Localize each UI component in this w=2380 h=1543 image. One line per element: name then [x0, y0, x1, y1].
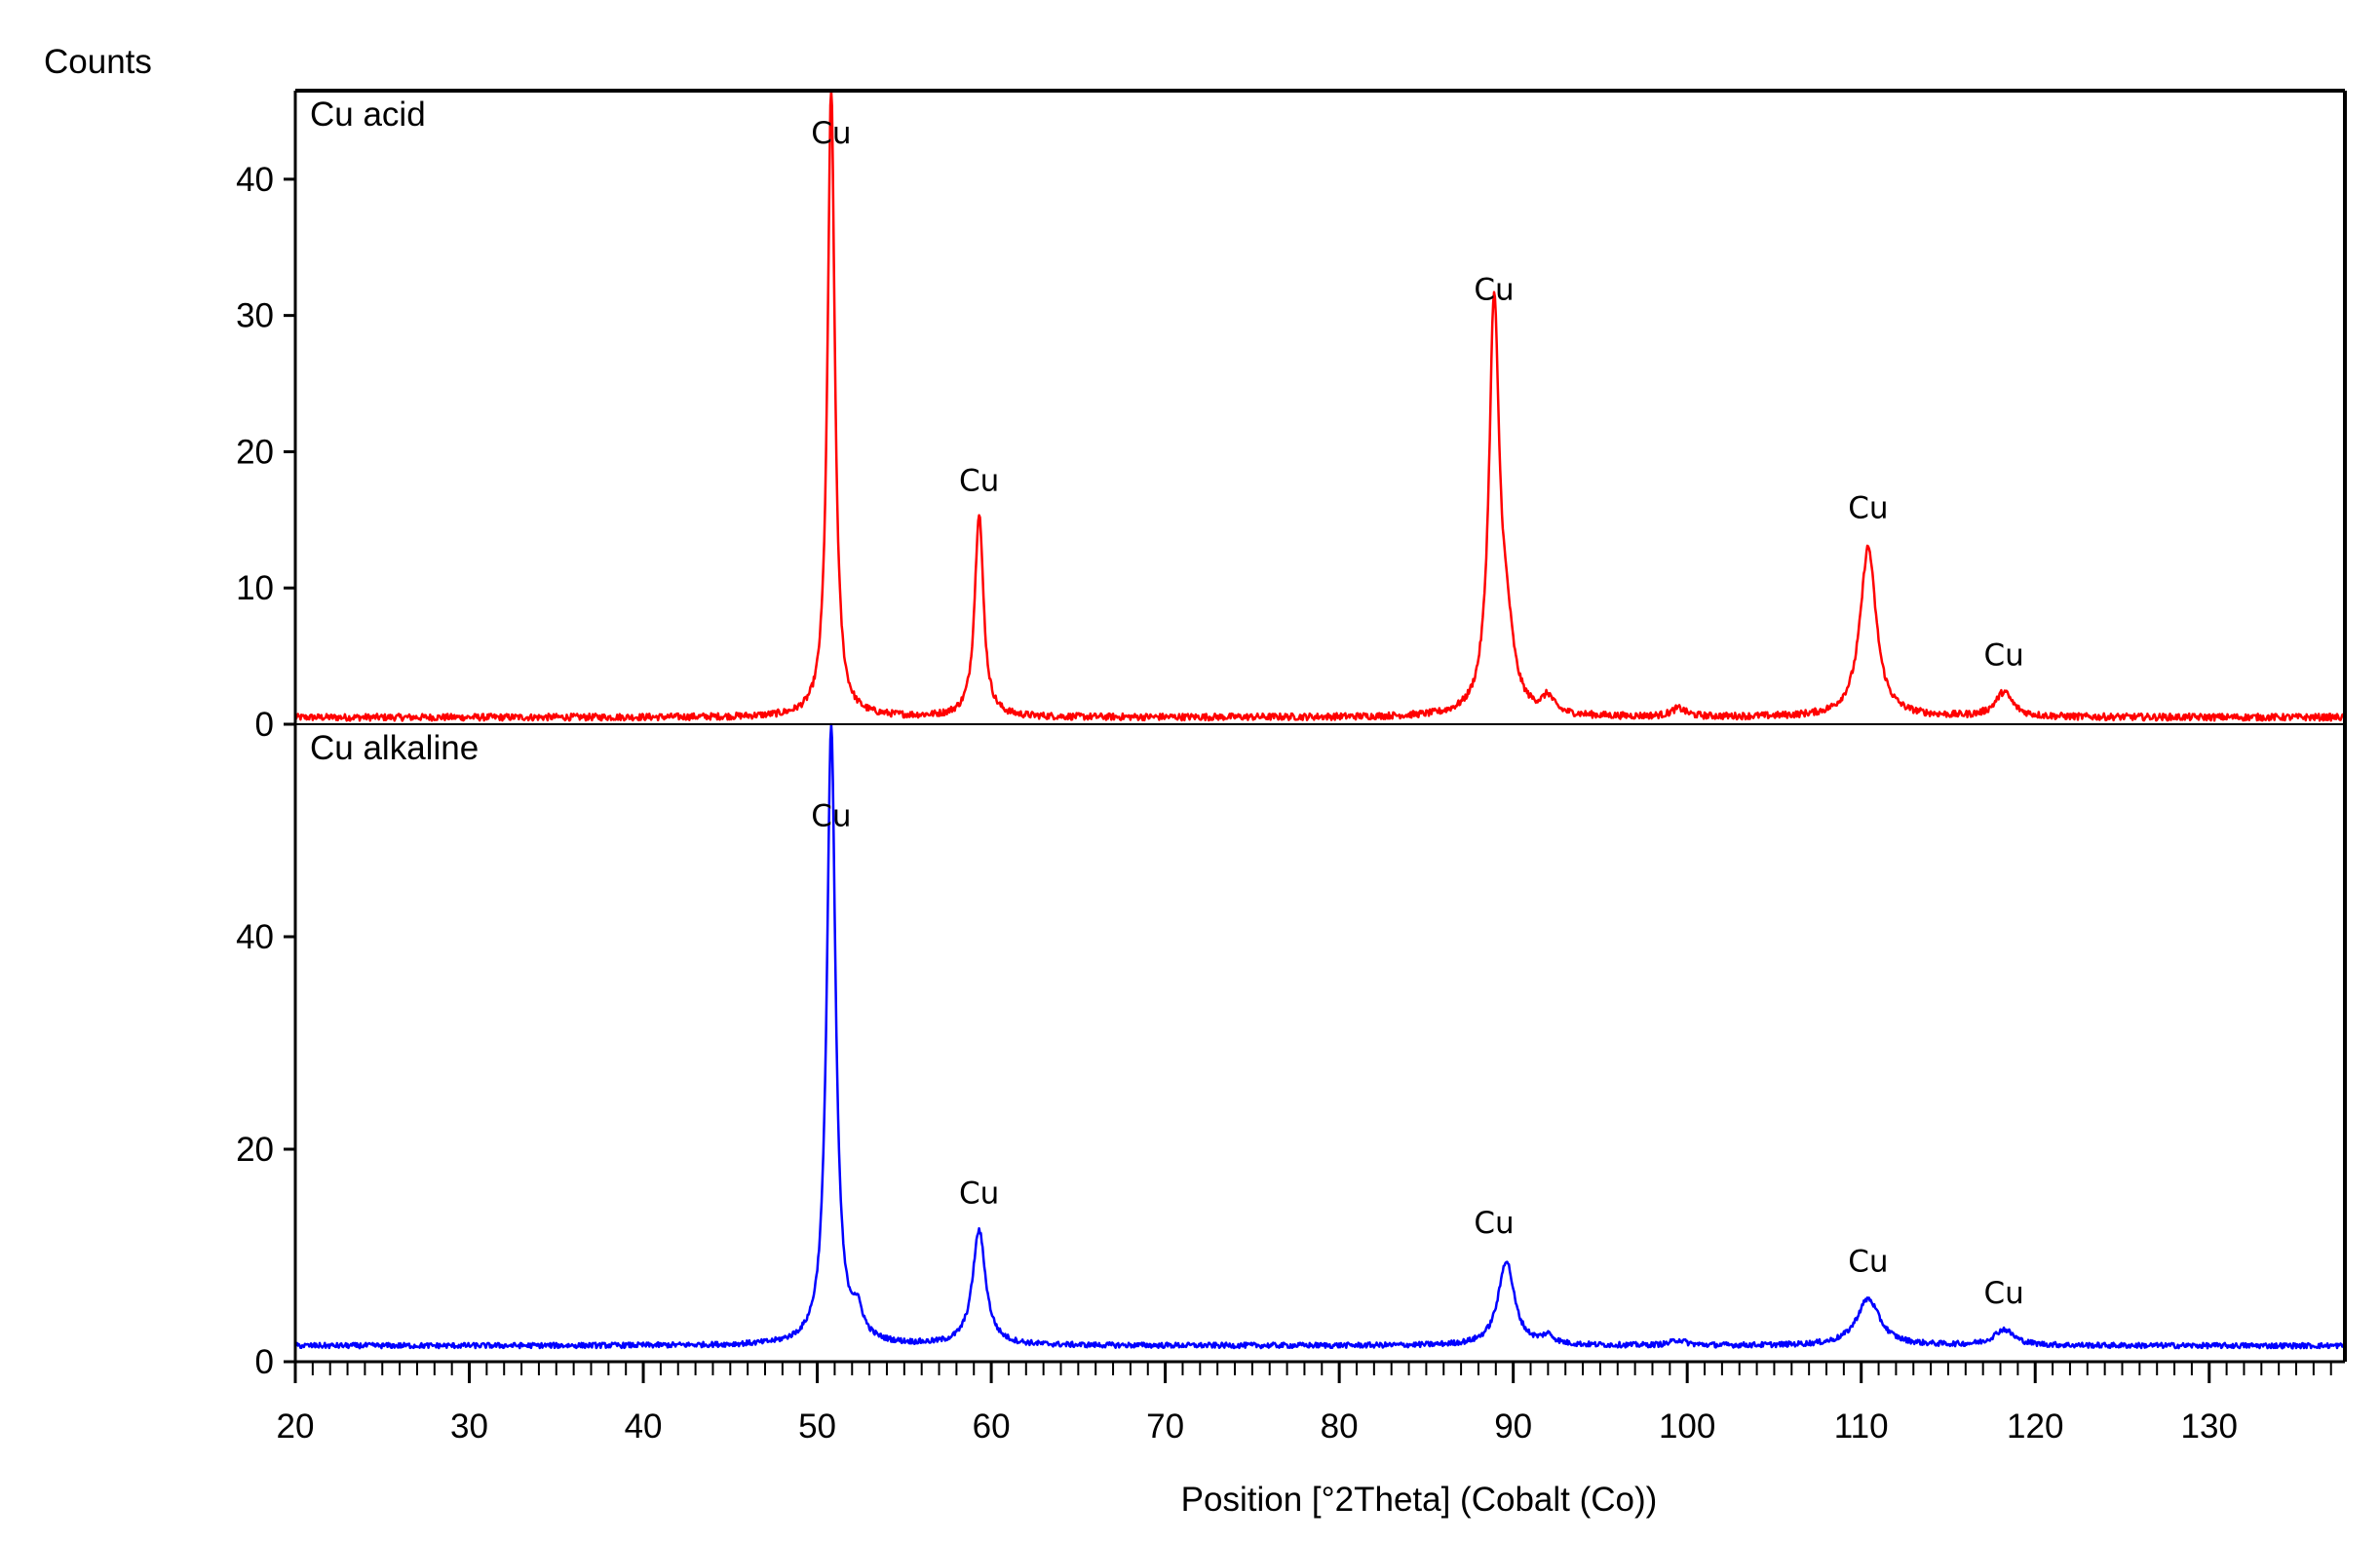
peak-label: Cu — [1848, 1244, 1888, 1279]
y-tick-label: 10 — [236, 569, 274, 607]
peak-label: Cu — [1983, 1276, 2023, 1311]
peak-label: Cu — [959, 1177, 999, 1212]
y-tick-label: 20 — [236, 1131, 274, 1169]
panel-acid: 0 10 20 30 40 Cu Cu Cu Cu Cu Cu acid — [236, 89, 2347, 744]
x-tick-label: 130 — [2181, 1408, 2238, 1446]
x-tick-label: 100 — [1659, 1408, 1715, 1446]
x-tick-label: 60 — [973, 1408, 1011, 1446]
x-tick-label: 70 — [1146, 1408, 1184, 1446]
x-tick-label: 20 — [277, 1408, 315, 1446]
plot-frame — [284, 89, 2347, 1364]
x-tick-label: 80 — [1321, 1408, 1359, 1446]
y-tick-label: 0 — [255, 706, 274, 744]
peak-label: Cu — [1474, 273, 1514, 308]
peak-label: Cu — [1983, 637, 2023, 673]
peak-label: Cu — [1848, 490, 1888, 525]
y-tick-label: 40 — [236, 918, 274, 956]
y-tick-label: 30 — [236, 297, 274, 335]
y-tick-label: 0 — [255, 1343, 274, 1381]
x-tick-label: 110 — [1834, 1408, 1889, 1446]
panel-title: Cu alkaline — [310, 729, 479, 767]
series-line-acid — [293, 89, 2347, 722]
y-tick-label: 20 — [236, 433, 274, 471]
x-tick-label: 90 — [1494, 1408, 1532, 1446]
peak-label: Cu — [959, 463, 999, 498]
x-axis-label: Position [°2Theta] (Cobalt (Co)) — [1181, 1481, 1658, 1519]
x-tick-label: 120 — [2007, 1408, 2063, 1446]
peak-label: Cu — [811, 116, 851, 151]
panel-title: Cu acid — [310, 96, 426, 134]
series-line-alkaline — [293, 722, 2347, 1350]
y-axis-label: Counts — [44, 43, 152, 81]
x-axis: 20 30 40 50 60 70 80 90 100 110 120 130 — [277, 1362, 2332, 1446]
y-tick-label: 40 — [236, 161, 274, 199]
panel-alkaline: 0 20 40 Cu Cu Cu Cu Cu Cu alkaline — [236, 722, 2347, 1381]
x-tick-label: 50 — [798, 1408, 836, 1446]
x-tick-label: 30 — [450, 1408, 488, 1446]
x-tick-label: 40 — [625, 1408, 663, 1446]
peak-label: Cu — [811, 799, 851, 834]
peak-label: Cu — [1474, 1206, 1514, 1241]
